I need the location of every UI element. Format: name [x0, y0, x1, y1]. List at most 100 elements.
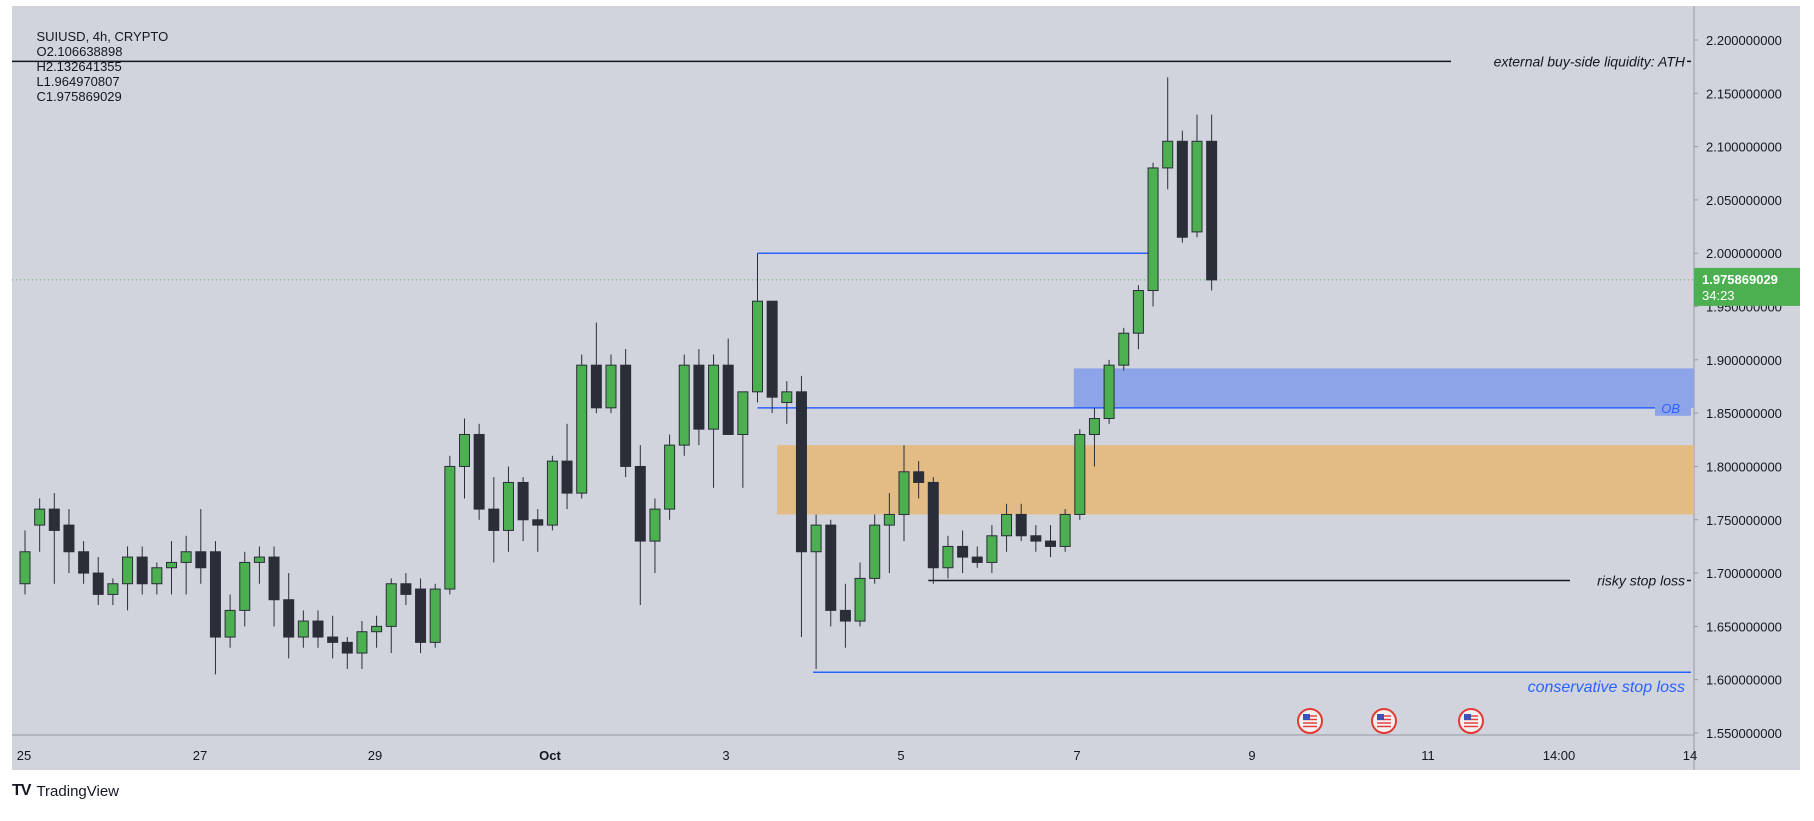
candle-bear [488, 508, 500, 531]
candle-bull [1001, 513, 1013, 537]
candle-bull [1088, 417, 1100, 435]
events-layer [1297, 708, 1484, 734]
candle-bear [63, 524, 75, 553]
candle-bear [839, 609, 851, 622]
candle-bear [971, 556, 983, 563]
us-flag-icon [1371, 708, 1397, 734]
time-tick-label: 27 [193, 748, 207, 763]
ob-label-bg [1655, 399, 1691, 416]
candle-bull [605, 364, 617, 409]
candle-bear [1015, 513, 1027, 537]
price-axis-bg [1694, 6, 1800, 770]
candle-bull [429, 588, 441, 643]
candle-bear [268, 556, 280, 601]
candle-bear [1176, 140, 1188, 238]
ob-zone [1073, 368, 1694, 408]
candle-bull [708, 364, 720, 430]
candle-bull [883, 513, 895, 526]
candle-bear [913, 471, 925, 483]
candle-bull [180, 551, 192, 563]
time-tick-label: 5 [897, 748, 904, 763]
candle-bull [737, 391, 749, 435]
risky-stop-label-bg [1570, 572, 1687, 589]
candle-bear [927, 481, 939, 569]
ob-label: OB [1661, 401, 1680, 416]
ath-label-bg [1451, 53, 1687, 70]
time-tick-label: 7 [1073, 748, 1080, 763]
candle-bear [1045, 540, 1056, 547]
price-tick-label: 1.600000000 [1706, 673, 1782, 688]
time-tick-label: 3 [722, 748, 729, 763]
candle-bear [195, 551, 207, 569]
candle-bull [19, 551, 31, 585]
candle-bull [1103, 364, 1115, 419]
flag-circle [1371, 708, 1397, 734]
price-tick-label: 1.700000000 [1706, 566, 1782, 581]
price-badge-bg [1694, 267, 1800, 306]
ohlc-header: SUIUSD, 4h, CRYPTO O2.106638898 H2.13264… [22, 14, 177, 119]
candle-bull [1059, 513, 1071, 547]
candle-bear [327, 636, 339, 643]
candle-bear [400, 583, 412, 595]
us-flag-icon [1458, 708, 1484, 734]
time-tick-label: 29 [368, 748, 382, 763]
time-tick-label: 11 [1421, 748, 1435, 763]
candle-bear [957, 545, 969, 558]
candle-bear [766, 300, 778, 398]
candle-bull [576, 364, 588, 494]
price-tick-label: 2.000000000 [1706, 246, 1782, 261]
flag-circle [1297, 708, 1323, 734]
time-axis-bg [12, 735, 1694, 770]
candle-bull [1132, 290, 1144, 334]
candle-bull [253, 556, 265, 563]
candle-bear [415, 588, 427, 643]
price-tick-label: 1.750000000 [1706, 513, 1782, 528]
candle-bull [459, 433, 470, 467]
candle-bear [1030, 535, 1042, 542]
candle-bear [312, 620, 324, 638]
candle-bull [1118, 332, 1130, 366]
candle-bull [122, 556, 134, 585]
candle-bull [678, 364, 690, 446]
price-tick-label: 2.050000000 [1706, 193, 1782, 208]
ath-label: external buy-side liquidity: ATH [1494, 53, 1686, 69]
time-axis: 25 27 29 Oct 3 5 7 9 11 14:00 14 [17, 748, 1697, 763]
candle-bull [385, 583, 397, 627]
candle-bull [151, 567, 163, 585]
candle-bear [48, 508, 60, 531]
candle-bull [1147, 167, 1159, 292]
candle-bull [356, 631, 368, 654]
candle-bull [942, 545, 954, 569]
candle-bull [166, 561, 177, 569]
symbol-label[interactable]: SUIUSD, 4h, CRYPTO [36, 29, 169, 44]
low-value: L1.964970807 [36, 74, 120, 89]
candle-bear [590, 364, 602, 409]
price-tick-label: 2.100000000 [1706, 140, 1782, 155]
close-value: C1.975869029 [36, 89, 122, 104]
candle-bull [810, 524, 822, 553]
high-value: H2.132641355 [36, 59, 122, 74]
candle-bear [517, 481, 529, 521]
candle-bear [825, 524, 837, 611]
time-tick-label: Oct [539, 748, 561, 763]
candle-bear [634, 465, 646, 542]
candle-bull [1162, 140, 1174, 169]
price-tick-label: 1.650000000 [1706, 619, 1782, 634]
conservative-stop-label: conservative stop loss [1528, 679, 1685, 696]
price-tick-label: 2.150000000 [1706, 86, 1782, 101]
candle-bull [986, 535, 998, 563]
candle-bear [78, 551, 90, 574]
price-tick-label: 1.900000000 [1706, 353, 1782, 368]
candle-bull [34, 508, 46, 526]
price-badge-countdown: 34:23 [1702, 288, 1735, 303]
candle-bull [752, 300, 763, 393]
candle-bull [898, 471, 910, 515]
candle-bear [795, 391, 807, 553]
price-tick-label: 1.850000000 [1706, 406, 1782, 421]
candle-bull [444, 465, 456, 590]
tradingview-branding[interactable]: TV TradingView [12, 782, 119, 800]
flag-canton [1303, 714, 1310, 720]
candle-bear [620, 364, 632, 467]
